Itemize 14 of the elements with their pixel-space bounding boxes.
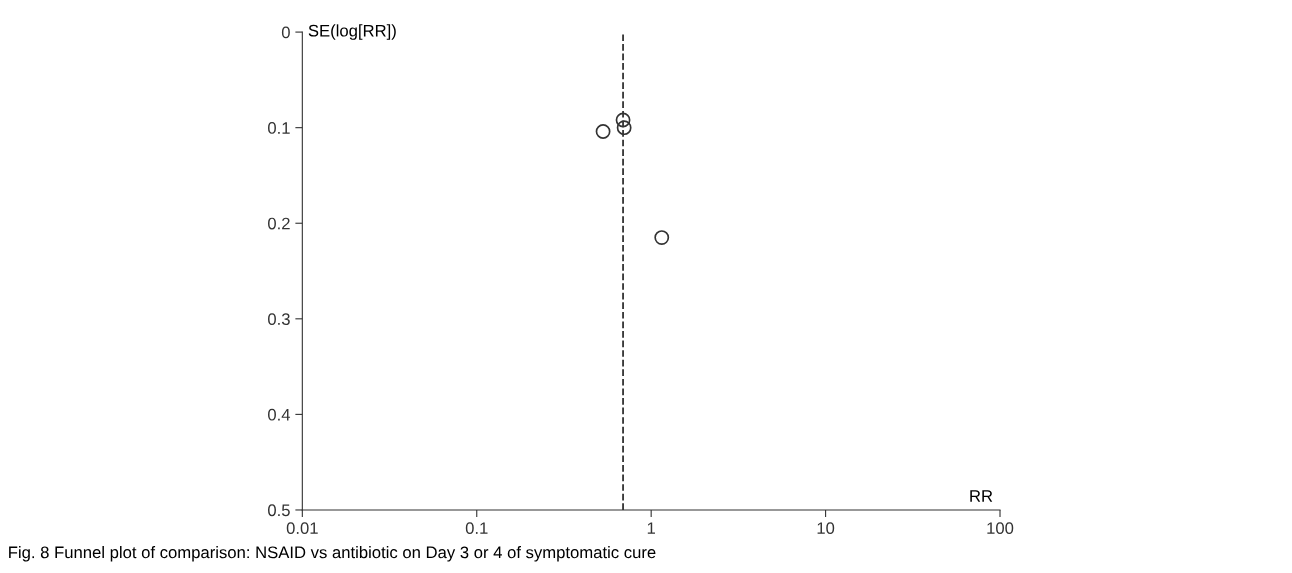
y-tick-label: 0.1 xyxy=(268,122,290,134)
y-tick-label: 0.2 xyxy=(268,217,290,230)
x-tick-label: 1 xyxy=(647,522,655,534)
x-tick-label: 0.1 xyxy=(465,522,488,535)
x-axis-title: RR xyxy=(970,490,993,502)
caption: Fig. 8 Funnel plot of comparison: NSAID vs antibiotic on Day 3 or 4 of symptomatic cure xyxy=(9,546,656,562)
x-tick-label: 100 xyxy=(987,522,1014,535)
y-tick-label: 0.4 xyxy=(268,408,291,421)
y-tick-label: 0.5 xyxy=(268,504,290,517)
x-tick-label: 0.01 xyxy=(286,522,318,535)
y-tick-label: 0.3 xyxy=(268,313,290,326)
y-tick-label: 0 xyxy=(281,26,290,39)
y-axis-title: SE(log[RR]) xyxy=(308,24,396,40)
x-tick-label: 10 xyxy=(817,522,835,535)
